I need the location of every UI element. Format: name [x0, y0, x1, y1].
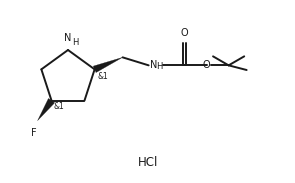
Text: N: N	[150, 60, 157, 70]
Text: N: N	[64, 33, 72, 43]
Text: &1: &1	[98, 72, 108, 81]
Text: H: H	[156, 62, 162, 71]
Text: &1: &1	[53, 102, 64, 111]
Polygon shape	[93, 57, 123, 73]
Text: O: O	[181, 28, 189, 38]
Text: O: O	[203, 60, 210, 70]
Text: F: F	[31, 128, 36, 138]
Polygon shape	[37, 98, 55, 121]
Text: HCl: HCl	[138, 156, 158, 169]
Text: H: H	[72, 38, 78, 47]
